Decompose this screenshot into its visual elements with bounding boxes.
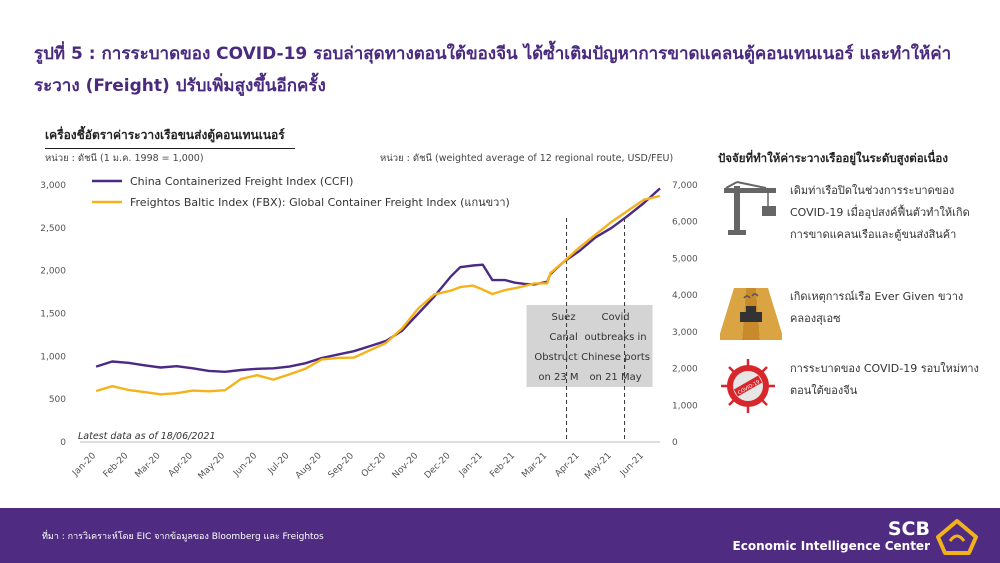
factor-text-2: เกิดเหตุการณ์เรือ Ever Given ขวางคลองสุเ… [790, 290, 964, 325]
annotation-label: on 23 Mar [538, 372, 589, 383]
x-tick-label: Jul-20 [266, 451, 292, 477]
x-tick-label: Mar-21 [520, 451, 549, 480]
x-tick-label: Aug-20 [294, 451, 324, 481]
y-right-tick-label: 2,000 [672, 365, 698, 375]
footer-bar: ที่มา : การวิเคราะห์โดย EIC จากข้อมูลของ… [0, 508, 1000, 563]
scb-logo-icon [936, 519, 978, 555]
x-tick-label: Oct-20 [360, 451, 389, 480]
y-right-tick-label: 1,000 [672, 401, 698, 411]
x-tick-label: May-21 [583, 451, 614, 482]
x-tick-label: Jun-20 [231, 451, 259, 479]
series-line-fbx [95, 194, 661, 396]
factor-covid-outbreak: COVID-19 การระบาดของ COVID-19 รอบใหม่ทาง… [720, 358, 980, 418]
y-left-tick-label: 1,000 [40, 352, 66, 362]
right-axis-unit: หน่วย : ดัชนี (weighted average of 12 re… [380, 153, 674, 164]
y-right-tick-label: 7,000 [672, 181, 698, 191]
left-axis-unit: หน่วย : ดัชนี (1 ม.ค. 1998 = 1,000) [45, 153, 204, 164]
covid-19-icon: COVID-19 [721, 359, 775, 413]
brand-name: SCB [887, 518, 930, 540]
y-right-tick-label: 6,000 [672, 218, 698, 228]
x-tick-label: Jan-20 [70, 451, 98, 479]
latest-data-note: Latest data as of 18/06/2021 [78, 431, 216, 442]
y-right-tick-label: 0 [672, 438, 678, 448]
chart-title: เครื่องชี้อัตราค่าระวางเรือขนส่งตู้คอนเท… [45, 126, 295, 149]
annotation-label: Canal [549, 332, 577, 343]
x-tick-label: Mar-20 [134, 451, 163, 480]
source-note: ที่มา : การวิเคราะห์โดย EIC จากข้อมูลของ… [42, 532, 324, 542]
page-title: รูปที่ 5 : การระบาดของ COVID-19 รอบล่าสุ… [34, 44, 952, 96]
y-right-tick-label: 3,000 [672, 328, 698, 338]
y-left-tick-label: 1,500 [40, 310, 66, 320]
freight-index-chart: 0 500 1,000 1,500 2,000 2,500 3,000 0 1,000 2,000… [40, 175, 698, 482]
crane-icon [724, 181, 776, 235]
x-tick-label: Dec-20 [423, 451, 453, 481]
factor-text-1: เดิมท่าเรือปิดในช่วงการระบาดของ COVID-19… [790, 184, 970, 241]
x-tick-label: Jun-21 [618, 451, 646, 479]
x-tick-label: Feb-20 [102, 451, 131, 480]
y-right-tick-label: 4,000 [672, 291, 698, 301]
x-tick-label: Apr-21 [553, 451, 581, 479]
y-right-tick-label: 5,000 [672, 254, 698, 264]
legend-label: Freightos Baltic Index (FBX): Global Con… [130, 196, 510, 209]
legend-label: China Containerized Freight Index (CCFI) [130, 175, 353, 188]
ship-canal-icon [720, 288, 782, 340]
x-tick-label: Sep-20 [327, 451, 357, 481]
x-tick-label: May-20 [197, 451, 228, 482]
brand-subtitle: Economic Intelligence Center [732, 539, 930, 553]
y-left-tick-label: 2,000 [40, 267, 66, 277]
x-tick-label: Feb-21 [488, 451, 517, 480]
annotation-label: outbreaks in [584, 332, 646, 343]
y-left-tick-label: 3,000 [40, 181, 66, 191]
factor-ever-given: เกิดเหตุการณ์เรือ Ever Given ขวางคลองสุเ… [720, 286, 980, 340]
annotation-label: Covid [601, 312, 629, 323]
y-left-tick-label: 0 [60, 438, 66, 448]
y-left-tick-label: 2,500 [40, 224, 66, 234]
annotation-label: Chinese ports [581, 352, 650, 363]
x-tick-label: Jan-21 [457, 451, 485, 479]
factor-port-closure: เดิมท่าเรือปิดในช่วงการระบาดของ COVID-19… [720, 180, 980, 270]
annotation-label: Suez [552, 312, 576, 323]
x-tick-label: Nov-20 [391, 451, 421, 481]
annotation-label: Obstruction [534, 352, 592, 363]
factors-title: ปัจจัยที่ทำให้ค่าระวางเรืออยู่ในระดับสูง… [718, 151, 948, 165]
annotation-box [578, 305, 653, 387]
factor-text-3: การระบาดของ COVID-19 รอบใหม่ทางตอนใต้ของ… [790, 362, 979, 397]
y-left-tick-label: 500 [49, 395, 66, 405]
annotation-label: on 21 May [589, 372, 641, 383]
x-tick-label: Apr-20 [167, 451, 195, 479]
